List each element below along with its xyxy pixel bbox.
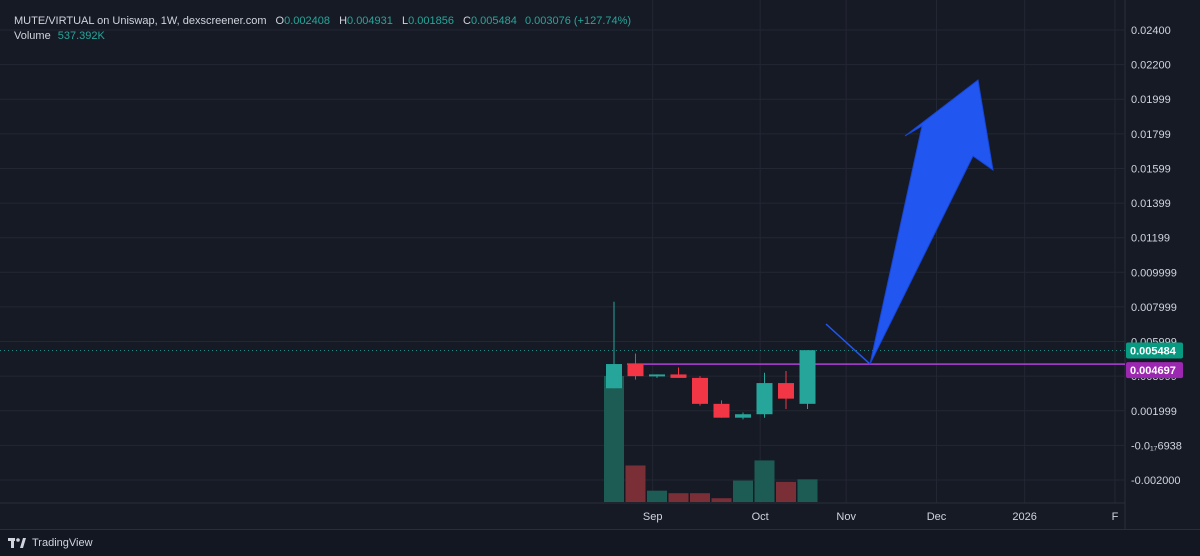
tradingview-logo-icon[interactable] (8, 537, 26, 549)
y-tick-label: 0.01399 (1131, 198, 1171, 210)
legend-row-volume: Volume 537.392K (14, 29, 631, 43)
y-tick-label: -0.002000 (1131, 475, 1181, 487)
candle-body (670, 374, 687, 378)
y-tick-label: 0.007999 (1131, 302, 1177, 314)
x-tick-label: Dec (927, 511, 947, 523)
y-tick-label: 0.009999 (1131, 267, 1177, 279)
candle-body (756, 383, 773, 415)
x-tick-label: F (1112, 511, 1119, 523)
y-tick-label: -0.0₁₇6938 (1131, 440, 1182, 452)
volume-bar (668, 493, 689, 502)
y-tick-label: 0.01799 (1131, 129, 1171, 141)
volume-bar (797, 479, 818, 502)
legend-change: 0.003076 (+127.74%) (524, 15, 632, 27)
x-tick-label: Oct (752, 511, 769, 523)
y-tick-label: 0.001999 (1131, 406, 1177, 418)
level-price-badge (1126, 362, 1183, 379)
legend-low-value: 0.001856 (408, 15, 454, 27)
y-tick-label: 0.02400 (1131, 25, 1171, 37)
volume-bar (754, 460, 775, 502)
chart-legend: MUTE/VIRTUAL on Uniswap, 1W, dexscreener… (14, 14, 631, 43)
legend-symbol[interactable]: MUTE/VIRTUAL on Uniswap, 1W, dexscreener… (14, 15, 267, 27)
legend-volume-label: Volume (14, 30, 51, 42)
legend-open-value: 0.002408 (284, 15, 330, 27)
y-tick-label: 0.01999 (1131, 94, 1171, 106)
upward-arrow (869, 79, 994, 365)
y-tick-label: 0.02200 (1131, 60, 1171, 72)
legend-open-label: O (275, 15, 285, 27)
legend-high-label: H (339, 15, 348, 27)
footer-bar: TradingView (0, 529, 1200, 556)
legend-high-value: 0.004931 (347, 15, 393, 27)
legend-close-value: 0.005484 (471, 15, 517, 27)
volume-bar (711, 498, 732, 502)
candle-body (692, 377, 708, 404)
candle-body (627, 364, 644, 377)
volume-bar (604, 376, 624, 502)
volume-bar (625, 465, 646, 502)
x-tick-label: 2026 (1012, 511, 1036, 523)
legend-low-label: L (401, 15, 409, 27)
candle-body (735, 414, 751, 418)
candle-body (778, 383, 794, 399)
volume-bar (690, 493, 710, 502)
legend-volume-value: 537.392K (57, 30, 105, 42)
legend-close-label: C (463, 15, 471, 27)
volume-bar (647, 490, 667, 502)
candle-body (799, 350, 816, 404)
x-tick-label: Sep (643, 511, 663, 523)
volume-bar (733, 480, 753, 502)
level-price-label: 0.004697 (1130, 365, 1176, 377)
x-tick-label: Nov (836, 511, 856, 523)
candle-body (713, 403, 730, 418)
legend-row-ohlc: MUTE/VIRTUAL on Uniswap, 1W, dexscreener… (14, 14, 631, 28)
annotation-line (825, 323, 871, 365)
y-tick-label: 0.01599 (1131, 163, 1171, 175)
last-price-label: 0.005484 (1130, 345, 1177, 357)
y-tick-label: 0.01199 (1131, 233, 1170, 245)
volume-bar (776, 481, 796, 502)
candle-body (606, 364, 622, 389)
last-price-badge (1126, 342, 1183, 359)
footer-brand[interactable]: TradingView (32, 537, 93, 549)
candle-body (649, 374, 665, 377)
